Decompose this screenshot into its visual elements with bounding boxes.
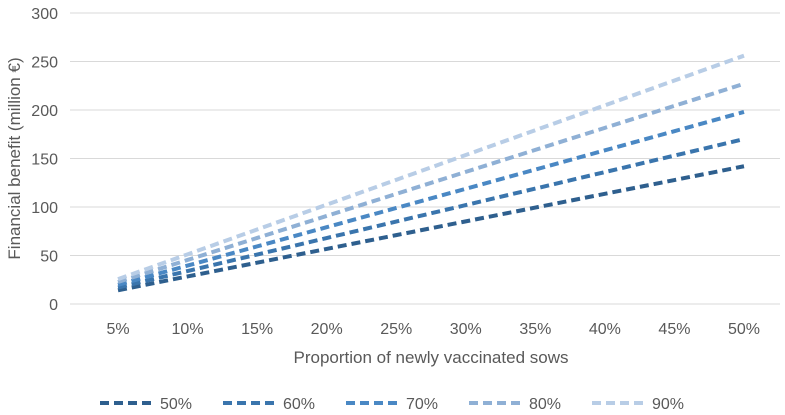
x-tick-label: 15% [241, 321, 273, 338]
series-line-3 [117, 81, 745, 284]
y-tick-label: 300 [31, 6, 58, 23]
legend-label: 70% [406, 396, 438, 413]
series-line-4 [117, 53, 745, 282]
x-tick-label: 10% [172, 321, 204, 338]
legend-label: 60% [283, 396, 315, 413]
y-tick-label: 250 [31, 55, 58, 72]
x-tick-label: 25% [380, 321, 412, 338]
y-axis-ticks: 0 50 100 150 200 250 300 [31, 6, 58, 314]
y-tick-label: 200 [31, 103, 58, 120]
x-axis-title: Proportion of newly vaccinated sows [294, 348, 569, 367]
x-tick-label: 40% [589, 321, 621, 338]
x-tick-label: 30% [450, 321, 482, 338]
x-tick-label: 20% [311, 321, 343, 338]
legend-label: 90% [652, 396, 684, 413]
y-tick-label: 0 [49, 297, 58, 314]
x-axis-ticks: 5% 10% 15% 20% 25% 30% 35% 40% 45% 50% [106, 321, 760, 338]
x-tick-label: 45% [658, 321, 690, 338]
x-tick-label: 5% [106, 321, 129, 338]
legend: 50% 60% 70% 80% 90% [100, 396, 684, 413]
y-axis-title: Financial benefit (million €) [5, 57, 24, 259]
legend-label: 50% [160, 396, 192, 413]
series-lines [117, 53, 745, 293]
series-line-1 [117, 137, 745, 290]
x-tick-label: 50% [728, 321, 760, 338]
x-tick-label: 35% [519, 321, 551, 338]
legend-label: 80% [529, 396, 561, 413]
series-line-2 [117, 110, 745, 287]
y-tick-label: 100 [31, 200, 58, 217]
y-tick-label: 150 [31, 152, 58, 169]
series-line-0 [117, 164, 745, 293]
y-tick-label: 50 [40, 249, 58, 266]
